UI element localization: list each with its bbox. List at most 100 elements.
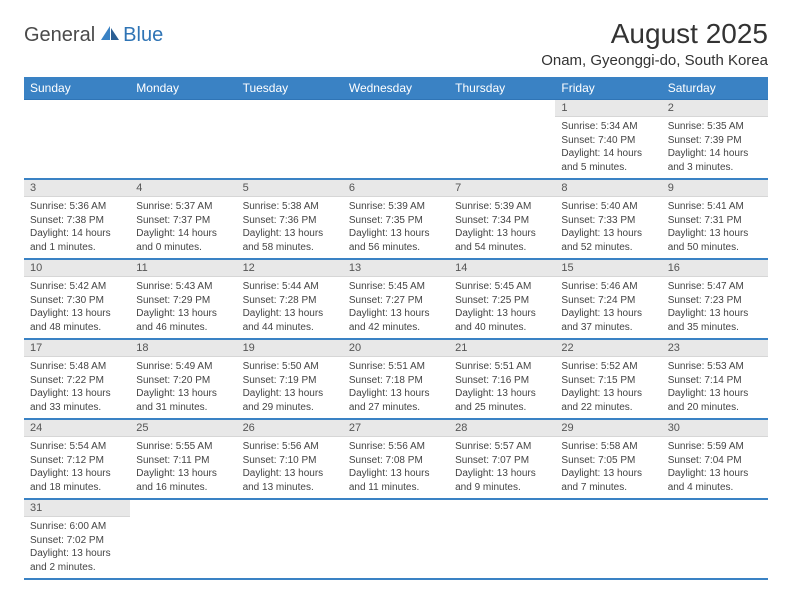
daylight-text: Daylight: 13 hours and 11 minutes. [349,467,443,494]
weekday-header: Sunday [24,77,130,100]
day-info: Sunrise: 5:38 AMSunset: 7:36 PMDaylight:… [237,197,343,258]
calendar-cell-empty [130,499,236,579]
sunset-text: Sunset: 7:22 PM [30,374,124,388]
sunrise-text: Sunrise: 5:51 AM [455,360,549,374]
day-number: 14 [449,260,555,277]
calendar-cell: 5Sunrise: 5:38 AMSunset: 7:36 PMDaylight… [237,179,343,259]
calendar-cell: 12Sunrise: 5:44 AMSunset: 7:28 PMDayligh… [237,259,343,339]
calendar-cell: 23Sunrise: 5:53 AMSunset: 7:14 PMDayligh… [662,339,768,419]
day-number: 17 [24,340,130,357]
weekday-header: Monday [130,77,236,100]
calendar-cell: 13Sunrise: 5:45 AMSunset: 7:27 PMDayligh… [343,259,449,339]
sunrise-text: Sunrise: 5:50 AM [243,360,337,374]
daylight-text: Daylight: 13 hours and 42 minutes. [349,307,443,334]
day-number: 27 [343,420,449,437]
sunset-text: Sunset: 7:29 PM [136,294,230,308]
day-number: 24 [24,420,130,437]
sunset-text: Sunset: 7:07 PM [455,454,549,468]
calendar-cell-empty [449,100,555,180]
day-number: 7 [449,180,555,197]
sunrise-text: Sunrise: 5:49 AM [136,360,230,374]
header: General Blue August 2025 Onam, Gyeonggi-… [24,18,768,69]
calendar-cell: 3Sunrise: 5:36 AMSunset: 7:38 PMDaylight… [24,179,130,259]
sunrise-text: Sunrise: 5:42 AM [30,280,124,294]
calendar-cell: 16Sunrise: 5:47 AMSunset: 7:23 PMDayligh… [662,259,768,339]
calendar-cell: 24Sunrise: 5:54 AMSunset: 7:12 PMDayligh… [24,419,130,499]
sunrise-text: Sunrise: 5:44 AM [243,280,337,294]
day-number: 5 [237,180,343,197]
daylight-text: Daylight: 13 hours and 33 minutes. [30,387,124,414]
daylight-text: Daylight: 13 hours and 35 minutes. [668,307,762,334]
day-info: Sunrise: 5:56 AMSunset: 7:08 PMDaylight:… [343,437,449,498]
calendar-cell: 7Sunrise: 5:39 AMSunset: 7:34 PMDaylight… [449,179,555,259]
sunrise-text: Sunrise: 5:38 AM [243,200,337,214]
day-info: Sunrise: 5:40 AMSunset: 7:33 PMDaylight:… [555,197,661,258]
calendar-cell: 6Sunrise: 5:39 AMSunset: 7:35 PMDaylight… [343,179,449,259]
sunrise-text: Sunrise: 5:37 AM [136,200,230,214]
daylight-text: Daylight: 14 hours and 0 minutes. [136,227,230,254]
calendar-cell: 8Sunrise: 5:40 AMSunset: 7:33 PMDaylight… [555,179,661,259]
day-info: Sunrise: 5:52 AMSunset: 7:15 PMDaylight:… [555,357,661,418]
day-info: Sunrise: 5:51 AMSunset: 7:18 PMDaylight:… [343,357,449,418]
calendar-row: 31Sunrise: 6:00 AMSunset: 7:02 PMDayligh… [24,499,768,579]
sunset-text: Sunset: 7:35 PM [349,214,443,228]
daylight-text: Daylight: 13 hours and 37 minutes. [561,307,655,334]
day-number: 28 [449,420,555,437]
sunset-text: Sunset: 7:40 PM [561,134,655,148]
calendar-cell-empty [555,499,661,579]
day-info: Sunrise: 5:51 AMSunset: 7:16 PMDaylight:… [449,357,555,418]
sunset-text: Sunset: 7:05 PM [561,454,655,468]
sunset-text: Sunset: 7:14 PM [668,374,762,388]
sunset-text: Sunset: 7:34 PM [455,214,549,228]
calendar-row: 3Sunrise: 5:36 AMSunset: 7:38 PMDaylight… [24,179,768,259]
sunrise-text: Sunrise: 5:46 AM [561,280,655,294]
sunrise-text: Sunrise: 5:52 AM [561,360,655,374]
logo-text-blue: Blue [123,24,163,47]
calendar-cell-empty [24,100,130,180]
daylight-text: Daylight: 13 hours and 46 minutes. [136,307,230,334]
sunset-text: Sunset: 7:38 PM [30,214,124,228]
calendar-cell: 28Sunrise: 5:57 AMSunset: 7:07 PMDayligh… [449,419,555,499]
calendar-cell: 15Sunrise: 5:46 AMSunset: 7:24 PMDayligh… [555,259,661,339]
day-number: 9 [662,180,768,197]
sunset-text: Sunset: 7:33 PM [561,214,655,228]
calendar-cell-empty [449,499,555,579]
sunset-text: Sunset: 7:15 PM [561,374,655,388]
sunrise-text: Sunrise: 5:35 AM [668,120,762,134]
calendar-row: 24Sunrise: 5:54 AMSunset: 7:12 PMDayligh… [24,419,768,499]
sunset-text: Sunset: 7:20 PM [136,374,230,388]
weekday-header: Friday [555,77,661,100]
calendar-body: 1Sunrise: 5:34 AMSunset: 7:40 PMDaylight… [24,100,768,580]
sunrise-text: Sunrise: 5:54 AM [30,440,124,454]
day-number: 18 [130,340,236,357]
day-number: 3 [24,180,130,197]
sunset-text: Sunset: 7:30 PM [30,294,124,308]
daylight-text: Daylight: 14 hours and 1 minutes. [30,227,124,254]
calendar-cell: 19Sunrise: 5:50 AMSunset: 7:19 PMDayligh… [237,339,343,419]
day-info: Sunrise: 5:36 AMSunset: 7:38 PMDaylight:… [24,197,130,258]
day-number: 19 [237,340,343,357]
daylight-text: Daylight: 13 hours and 29 minutes. [243,387,337,414]
sunrise-text: Sunrise: 5:56 AM [243,440,337,454]
weekday-header: Thursday [449,77,555,100]
daylight-text: Daylight: 13 hours and 50 minutes. [668,227,762,254]
sunrise-text: Sunrise: 5:45 AM [455,280,549,294]
logo-text-general: General [24,24,95,47]
calendar-cell: 17Sunrise: 5:48 AMSunset: 7:22 PMDayligh… [24,339,130,419]
calendar-cell: 11Sunrise: 5:43 AMSunset: 7:29 PMDayligh… [130,259,236,339]
sail-icon [99,24,121,47]
day-number: 1 [555,100,661,117]
daylight-text: Daylight: 14 hours and 3 minutes. [668,147,762,174]
day-info: Sunrise: 5:53 AMSunset: 7:14 PMDaylight:… [662,357,768,418]
daylight-text: Daylight: 13 hours and 4 minutes. [668,467,762,494]
weekday-row: SundayMondayTuesdayWednesdayThursdayFrid… [24,77,768,100]
calendar-cell: 27Sunrise: 5:56 AMSunset: 7:08 PMDayligh… [343,419,449,499]
sunset-text: Sunset: 7:23 PM [668,294,762,308]
sunset-text: Sunset: 7:11 PM [136,454,230,468]
day-number: 8 [555,180,661,197]
sunset-text: Sunset: 7:37 PM [136,214,230,228]
daylight-text: Daylight: 13 hours and 27 minutes. [349,387,443,414]
calendar-row: 1Sunrise: 5:34 AMSunset: 7:40 PMDaylight… [24,100,768,180]
sunset-text: Sunset: 7:25 PM [455,294,549,308]
daylight-text: Daylight: 13 hours and 2 minutes. [30,547,124,574]
